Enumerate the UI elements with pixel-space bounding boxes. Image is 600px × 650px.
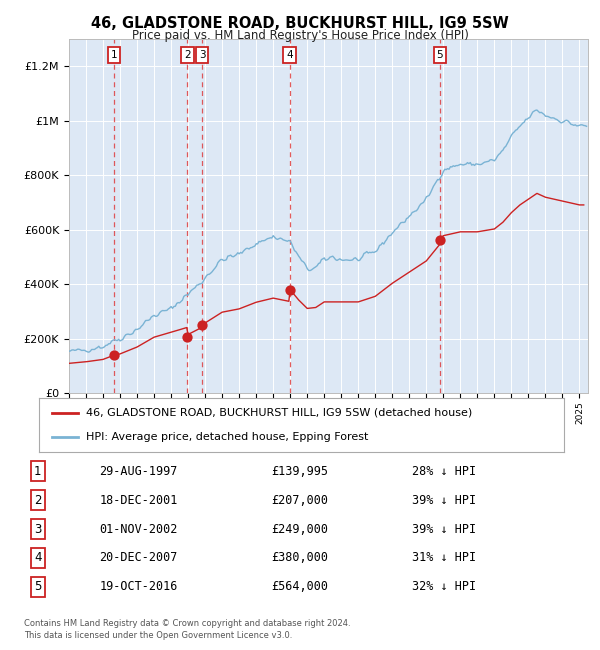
Text: 46, GLADSTONE ROAD, BUCKHURST HILL, IG9 5SW: 46, GLADSTONE ROAD, BUCKHURST HILL, IG9 … (91, 16, 509, 31)
Text: 32% ↓ HPI: 32% ↓ HPI (412, 580, 476, 593)
Point (197, 320, 207, 331)
Point (109, 350, 119, 360)
Text: 3: 3 (34, 523, 41, 536)
Point (182, 332, 192, 342)
Text: 39% ↓ HPI: 39% ↓ HPI (412, 523, 476, 536)
Text: This data is licensed under the Open Government Licence v3.0.: This data is licensed under the Open Gov… (24, 630, 292, 640)
Text: 31% ↓ HPI: 31% ↓ HPI (412, 551, 476, 564)
Text: £564,000: £564,000 (271, 580, 329, 593)
Text: 20-DEC-2007: 20-DEC-2007 (100, 551, 178, 564)
Text: HPI: Average price, detached house, Epping Forest: HPI: Average price, detached house, Eppi… (86, 432, 368, 443)
Text: 5: 5 (437, 50, 443, 60)
Point (285, 285, 295, 295)
Text: 46, GLADSTONE ROAD, BUCKHURST HILL, IG9 5SW (detached house): 46, GLADSTONE ROAD, BUCKHURST HILL, IG9 … (86, 408, 473, 418)
Text: 4: 4 (34, 551, 41, 564)
Text: 39% ↓ HPI: 39% ↓ HPI (412, 494, 476, 507)
Text: 18-DEC-2001: 18-DEC-2001 (100, 494, 178, 507)
Text: £139,995: £139,995 (271, 465, 329, 478)
Point (435, 235, 445, 245)
Text: 2: 2 (184, 50, 191, 60)
Text: 4: 4 (286, 50, 293, 60)
Text: 19-OCT-2016: 19-OCT-2016 (100, 580, 178, 593)
Text: 28% ↓ HPI: 28% ↓ HPI (412, 465, 476, 478)
Text: 1: 1 (34, 465, 41, 478)
Text: 5: 5 (34, 580, 41, 593)
Text: £249,000: £249,000 (271, 523, 329, 536)
Text: Contains HM Land Registry data © Crown copyright and database right 2024.: Contains HM Land Registry data © Crown c… (24, 619, 350, 628)
Text: £207,000: £207,000 (271, 494, 329, 507)
Text: 3: 3 (199, 50, 206, 60)
Text: £380,000: £380,000 (271, 551, 329, 564)
Text: Price paid vs. HM Land Registry's House Price Index (HPI): Price paid vs. HM Land Registry's House … (131, 29, 469, 42)
Text: 1: 1 (111, 50, 118, 60)
Text: 29-AUG-1997: 29-AUG-1997 (100, 465, 178, 478)
Text: 01-NOV-2002: 01-NOV-2002 (100, 523, 178, 536)
Text: 2: 2 (34, 494, 41, 507)
